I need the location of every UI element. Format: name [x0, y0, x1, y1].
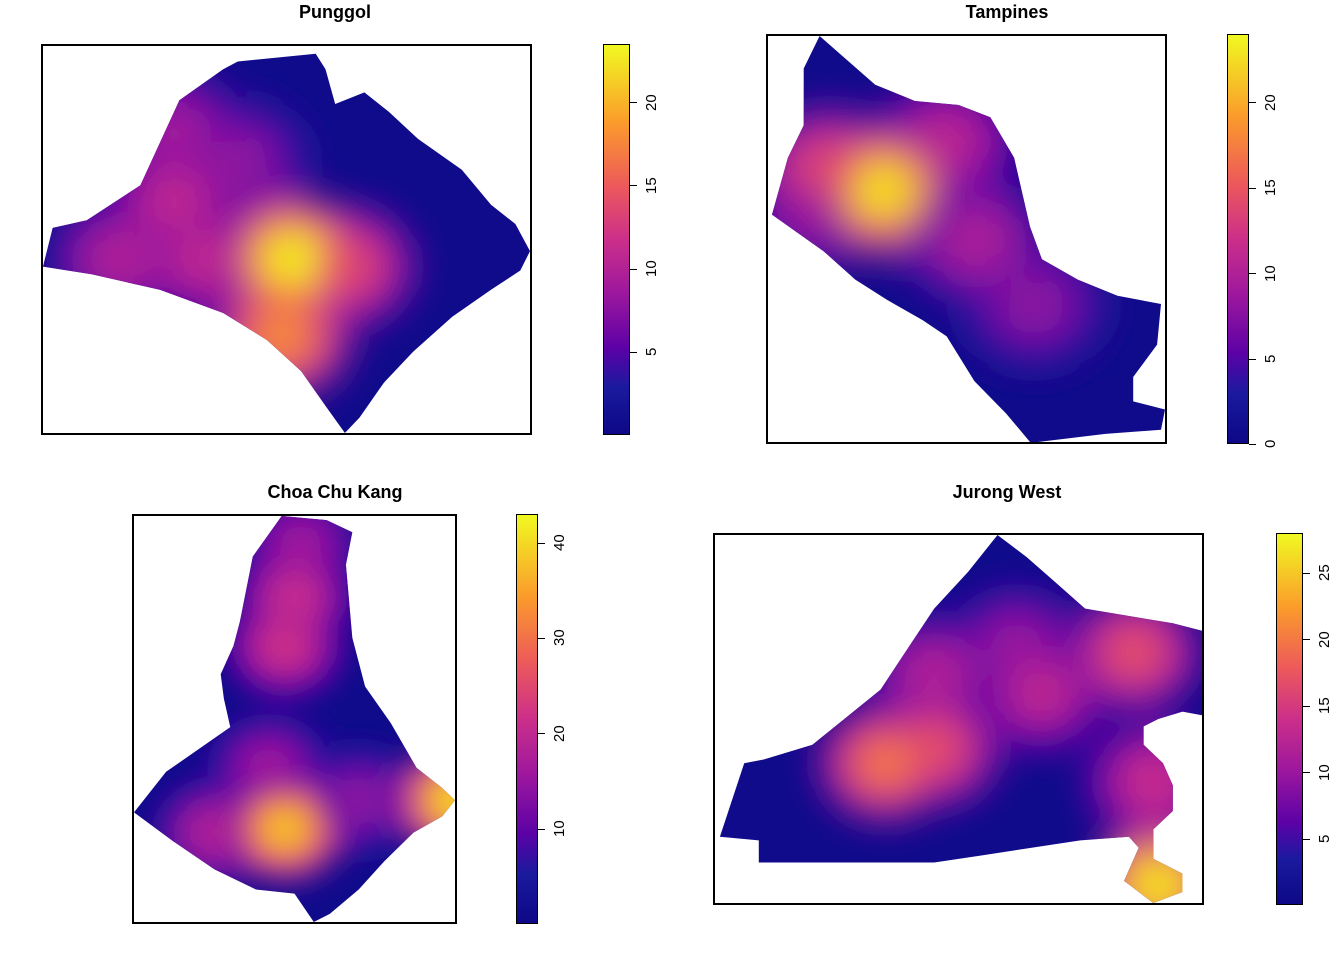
colorbar-tick: [538, 733, 545, 734]
chart-title: Jurong West: [952, 482, 1062, 502]
heat-core: [948, 215, 1001, 263]
heat-core: [337, 780, 380, 820]
colorbar-tick-label: 20: [643, 94, 660, 111]
colorbar-tick: [1303, 772, 1310, 773]
heat-core: [265, 235, 317, 283]
colorbar-tick-label: 10: [1262, 265, 1279, 282]
heatmap-svg: [719, 535, 1202, 903]
colorbar-tick-label: 5: [1262, 354, 1279, 363]
heat-core: [1133, 862, 1183, 903]
heat-core: [909, 652, 959, 697]
heat-core: [801, 146, 854, 194]
colorbar: [1227, 34, 1249, 444]
colorbar-tick: [630, 352, 637, 353]
colorbar-tick-label: 20: [551, 725, 568, 742]
heat-core: [1129, 759, 1178, 804]
heat-core: [1017, 671, 1066, 716]
heatmap-svg: [772, 36, 1165, 442]
colorbar-tick: [1249, 273, 1256, 274]
colorbar-tick: [1303, 573, 1310, 574]
heat-core: [263, 626, 307, 666]
colorbar-tick: [1303, 706, 1310, 707]
colorbar-tick-label: 10: [1316, 764, 1333, 781]
colorbar-tick: [538, 638, 545, 639]
colorbar-tick-label: 15: [1262, 179, 1279, 196]
heat-core: [279, 525, 323, 564]
heat-core: [212, 138, 264, 186]
colorbar-tick: [1249, 188, 1256, 189]
colorbar-tick: [630, 269, 637, 270]
heatmap-area: [766, 34, 1167, 444]
heat-core: [1007, 280, 1061, 328]
heat-core: [920, 117, 973, 166]
colorbar-tick: [1249, 359, 1256, 360]
colorbar-tick: [538, 829, 545, 830]
colorbar-tick: [1303, 839, 1310, 840]
heat-core: [95, 235, 147, 283]
colorbar-tick-label: 10: [551, 820, 568, 837]
heatmap-svg: [43, 53, 530, 433]
colorbar-tick: [538, 543, 545, 544]
colorbar: [1276, 533, 1303, 905]
heat-core: [148, 107, 201, 155]
colorbar-tick-label: 20: [1262, 94, 1279, 111]
colorbar: [603, 44, 630, 435]
colorbar-tick: [1303, 639, 1310, 640]
heat-core: [319, 243, 371, 290]
heat-core: [263, 809, 307, 848]
colorbar-tick-label: 15: [643, 177, 660, 194]
colorbar-tick-label: 40: [551, 534, 568, 551]
heat-core: [247, 748, 291, 787]
colorbar-tick-label: 20: [1316, 631, 1333, 648]
heat-core: [856, 166, 910, 215]
colorbar-tick: [630, 102, 637, 103]
chart-title: Punggol: [299, 2, 371, 22]
colorbar-tick: [1249, 102, 1256, 103]
chart-title: Tampines: [965, 2, 1049, 22]
heatmap-area: [41, 44, 532, 435]
colorbar-tick-label: 10: [643, 260, 660, 277]
chart-title: Choa Chu Kang: [267, 482, 403, 502]
heatmap-area: [713, 533, 1204, 905]
colorbar-tick-label: 5: [1316, 834, 1333, 843]
heat-core: [861, 741, 910, 786]
heat-core: [148, 177, 201, 225]
colorbar-tick-label: 5: [643, 347, 660, 356]
colorbar-tick-label: 30: [551, 629, 568, 646]
heatmap-svg: [134, 516, 455, 922]
heat-core: [1109, 630, 1159, 675]
heat-core: [193, 813, 236, 852]
colorbar-tick-label: 15: [1316, 697, 1333, 714]
colorbar: [516, 514, 538, 924]
heat-core: [909, 726, 959, 771]
heat-core: [789, 182, 842, 231]
colorbar-tick-label: 25: [1316, 564, 1333, 581]
heatmap-area: [132, 514, 457, 924]
heat-core: [178, 235, 230, 283]
colorbar-tick: [1249, 444, 1256, 445]
heat-core: [992, 623, 1042, 668]
heat-core: [256, 313, 308, 360]
heat-core: [273, 577, 316, 617]
colorbar-tick-label: 0: [1262, 439, 1279, 448]
colorbar-tick: [630, 185, 637, 186]
